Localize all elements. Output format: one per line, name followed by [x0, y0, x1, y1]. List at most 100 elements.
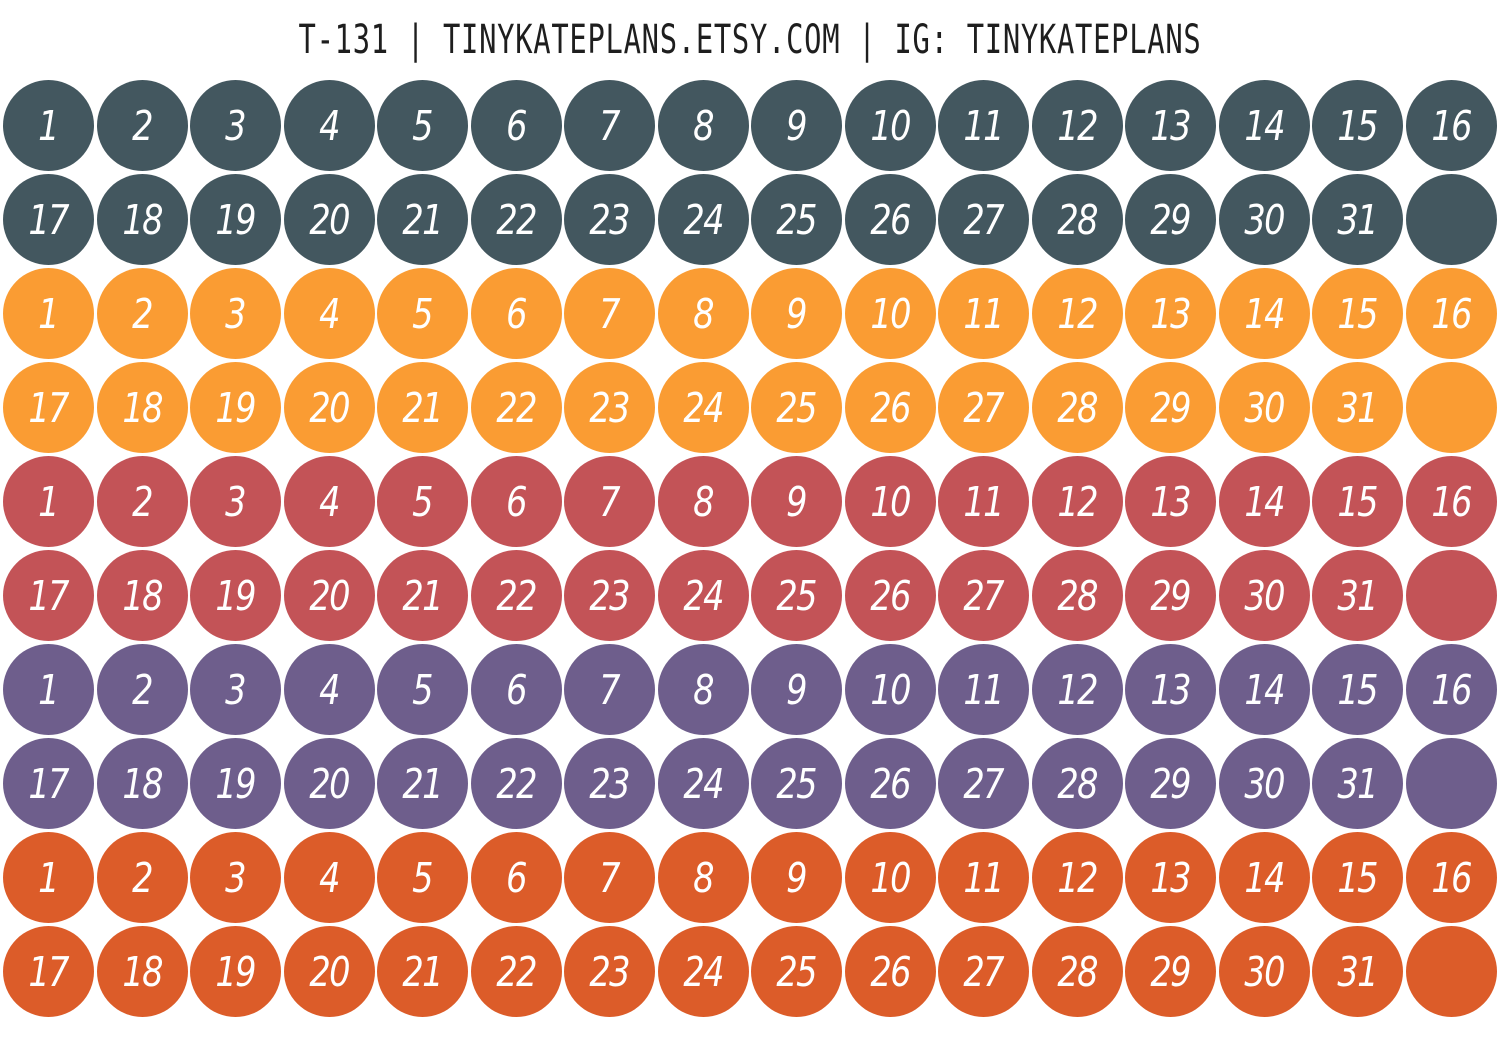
date-number: 31	[1337, 571, 1379, 620]
blank-date-circle	[1405, 550, 1497, 641]
date-circle: 17	[3, 362, 94, 453]
date-number: 11	[963, 101, 1005, 150]
date-circle: 5	[377, 80, 468, 171]
date-circle: 29	[1125, 174, 1216, 265]
date-number: 13	[1150, 665, 1192, 714]
date-number: 27	[963, 195, 1005, 244]
date-circle: 13	[1125, 80, 1216, 171]
date-number: 27	[963, 947, 1005, 996]
date-circle: 31	[1312, 362, 1403, 453]
date-circle: 15	[1312, 456, 1403, 547]
date-circle: 1	[3, 456, 94, 547]
date-number: 28	[1057, 383, 1098, 432]
date-circle: 10	[844, 644, 936, 735]
date-circle: 17	[3, 174, 94, 265]
date-number: 25	[776, 383, 818, 432]
date-number: 9	[786, 289, 808, 338]
date-number: 3	[225, 101, 247, 150]
date-circle: 22	[470, 550, 562, 641]
date-number: 10	[870, 289, 911, 338]
date-number: 16	[1431, 289, 1472, 338]
date-number: 23	[589, 947, 631, 996]
date-circle: 23	[564, 362, 655, 453]
date-number: 5	[412, 477, 434, 526]
date-circle: 30	[1218, 738, 1310, 829]
date-number: 28	[1057, 195, 1098, 244]
date-number: 14	[1244, 665, 1285, 714]
date-number: 27	[963, 759, 1005, 808]
date-number: 9	[786, 477, 808, 526]
date-number: 30	[1244, 759, 1285, 808]
date-number: 1	[38, 289, 60, 338]
date-number: 18	[122, 759, 163, 808]
date-number: 6	[506, 477, 527, 526]
date-circle: 6	[470, 832, 562, 923]
date-circle: 29	[1125, 926, 1216, 1017]
date-circle: 12	[1031, 268, 1123, 359]
date-circle: 2	[96, 456, 188, 547]
date-circle: 16	[1405, 456, 1497, 547]
date-number: 7	[599, 289, 621, 338]
date-number: 13	[1150, 477, 1192, 526]
date-circle: 17	[3, 926, 94, 1017]
date-circle: 4	[283, 832, 375, 923]
date-circle: 5	[377, 644, 468, 735]
date-circle: 3	[190, 268, 281, 359]
date-circle: 28	[1031, 174, 1123, 265]
date-number: 5	[412, 665, 434, 714]
date-circle: 28	[1031, 738, 1123, 829]
date-circle: 17	[3, 550, 94, 641]
date-circle: 2	[96, 268, 188, 359]
date-number: 15	[1337, 665, 1379, 714]
date-circle: 8	[657, 644, 749, 735]
date-number: 5	[412, 101, 434, 150]
date-circle: 25	[751, 550, 842, 641]
date-circle: 9	[751, 268, 842, 359]
date-number: 19	[215, 195, 257, 244]
date-circle: 12	[1031, 80, 1123, 171]
date-circle: 24	[657, 926, 749, 1017]
date-circle: 9	[751, 456, 842, 547]
date-circle: 26	[844, 174, 936, 265]
date-circle: 29	[1125, 362, 1216, 453]
date-number: 11	[963, 289, 1005, 338]
sheet-title: T-131 | TINYKATEPLANS.ETSY.COM | IG: TIN…	[298, 17, 1202, 63]
date-number: 14	[1244, 101, 1285, 150]
date-number: 24	[683, 571, 724, 620]
date-number: 15	[1337, 101, 1379, 150]
date-number: 7	[599, 101, 621, 150]
date-circle: 16	[1405, 268, 1497, 359]
date-number: 12	[1057, 101, 1098, 150]
date-circle: 31	[1312, 550, 1403, 641]
date-number: 4	[319, 665, 340, 714]
blank-date-circle	[1405, 926, 1497, 1017]
date-number: 22	[496, 947, 537, 996]
date-circle: 7	[564, 644, 655, 735]
date-number: 24	[683, 195, 724, 244]
date-number: 29	[1150, 195, 1192, 244]
date-number: 31	[1337, 195, 1379, 244]
date-circle: 20	[283, 362, 375, 453]
date-circle: 6	[470, 268, 562, 359]
date-circle: 18	[96, 362, 188, 453]
date-number: 2	[132, 289, 153, 338]
date-number: 30	[1244, 383, 1285, 432]
date-number: 21	[402, 759, 444, 808]
date-circle: 23	[564, 174, 655, 265]
date-circle: 7	[564, 832, 655, 923]
date-number: 7	[599, 853, 621, 902]
date-number: 20	[309, 195, 350, 244]
date-number: 31	[1337, 947, 1379, 996]
date-number: 16	[1431, 101, 1472, 150]
date-circle: 27	[938, 362, 1029, 453]
date-circle: 26	[844, 926, 936, 1017]
date-circle: 2	[96, 80, 188, 171]
date-circle: 6	[470, 456, 562, 547]
date-circle: 27	[938, 550, 1029, 641]
date-circle: 20	[283, 174, 375, 265]
date-number: 28	[1057, 571, 1098, 620]
date-circle: 27	[938, 738, 1029, 829]
date-circle: 22	[470, 362, 562, 453]
date-circle: 14	[1218, 644, 1310, 735]
date-number: 4	[319, 101, 340, 150]
